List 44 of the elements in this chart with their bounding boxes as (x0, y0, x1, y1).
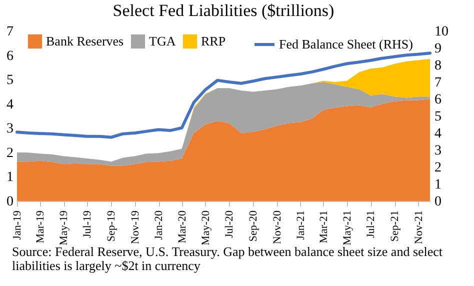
x-tick-label: Sep-19 (106, 210, 118, 242)
y-tick-label: 5 (6, 73, 14, 88)
y2-tick-label: 1 (434, 178, 442, 192)
x-tick-label: Sep-21 (389, 210, 402, 242)
y-tick-label: 1 (6, 170, 14, 186)
x-tick-label: May-21 (342, 210, 354, 246)
x-tick-label: Nov-20 (271, 210, 284, 244)
x-tick-label: Jan-21 (294, 210, 307, 240)
y2-tick-label: 9 (434, 42, 442, 56)
y2-tick-label: 5 (434, 110, 442, 124)
x-tick-label: Jul-20 (224, 210, 236, 238)
line-series (16, 52, 432, 139)
x-tick-label: Nov-19 (129, 210, 142, 244)
chart-title: Select Fed Liabilities ($trillions) (112, 1, 334, 20)
x-tick-label: Sep-20 (248, 210, 260, 242)
y2-tick-label: 4 (434, 126, 442, 142)
x-tick-label: May-20 (200, 210, 212, 246)
x-tick-label: Jul-21 (365, 210, 378, 238)
y-tick-label: 2 (6, 146, 14, 161)
legend-label: Bank Reserves (46, 33, 124, 48)
y2-tick-label: 8 (434, 58, 442, 74)
x-tick-label: Mar-20 (176, 210, 188, 244)
y2-tick-label: 0 (434, 194, 442, 210)
y2-tick-label: 2 (434, 160, 442, 176)
x-tick-label: Jul-19 (82, 210, 94, 238)
legend-label: TGA (149, 33, 176, 48)
x-tick-label: Jan-19 (12, 210, 24, 240)
x-tick-label: Nov-21 (412, 210, 425, 244)
x-tick-label: Jan-20 (153, 210, 166, 240)
y2-tick-label: 6 (434, 92, 442, 108)
y-tick-label: 0 (6, 194, 14, 210)
x-tick-label: Mar-21 (318, 210, 330, 244)
y-tick-label: 7 (6, 24, 14, 40)
legend-label: Fed Balance Sheet (RHS) (279, 36, 413, 52)
y2-tick-label: 3 (434, 144, 442, 158)
y-tick-label: 3 (6, 122, 14, 137)
y2-tick-label: 10 (434, 24, 448, 40)
x-tick-label: May-19 (58, 210, 70, 246)
y-tick-label: 4 (6, 97, 14, 112)
legend-label: RRP (201, 33, 226, 48)
y-tick-label: 6 (6, 48, 14, 64)
y2-tick-label: 7 (434, 76, 442, 90)
x-tick-label: Mar-19 (34, 210, 46, 244)
source-note: Source: Federal Reserve, U.S. Treasury. Gap between balance sheet size and select liabilities is largely ~$2t in currency (12, 244, 444, 273)
